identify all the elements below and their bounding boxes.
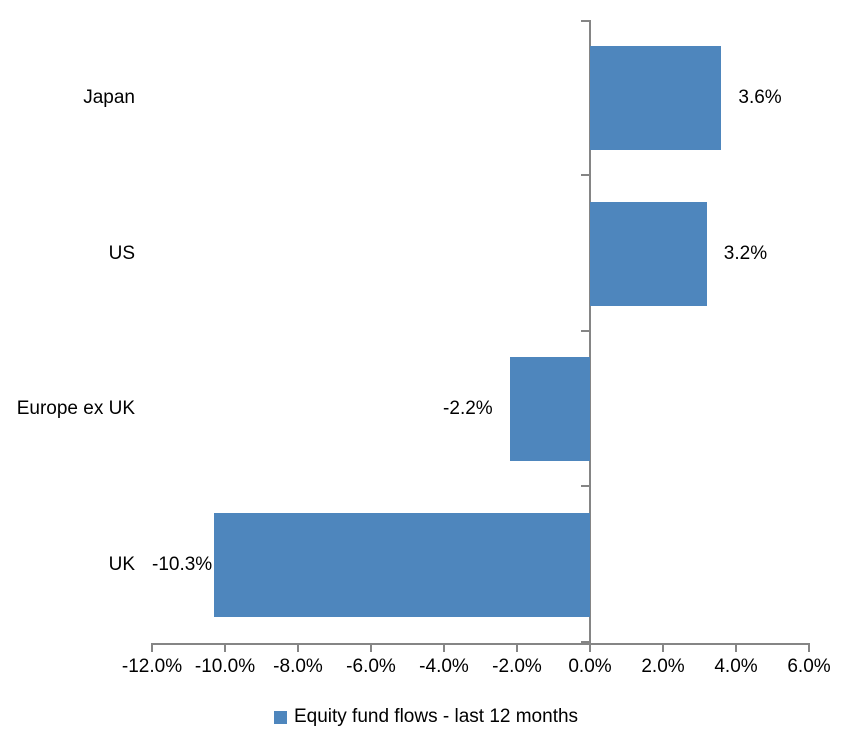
zero-axis-line <box>589 20 591 652</box>
plot-area: -12.0% -10.0% -8.0% -6.0% -4.0% -2.0% 0.0% 2.0%… <box>122 20 831 677</box>
category-label-japan: Japan <box>83 86 135 108</box>
x-tick-label: -12.0% <box>121 656 183 677</box>
legend: Equity fund flows - last 12 months <box>0 702 852 732</box>
x-tick-label: -2.0% <box>492 656 542 677</box>
x-axis-tick <box>735 643 737 652</box>
x-axis-tick <box>443 643 445 652</box>
bar-us <box>590 201 707 306</box>
category-label-us: US <box>108 242 135 264</box>
x-axis-line <box>151 643 810 645</box>
value-label-uk: -10.3% <box>152 554 213 576</box>
bar-japan <box>590 45 722 150</box>
x-tick-label: 4.0% <box>714 656 758 677</box>
bar-europe-ex-uk <box>509 357 590 462</box>
value-label-europe-ex-uk: -2.2% <box>443 398 493 420</box>
x-axis-tick <box>516 643 518 652</box>
bar-uk <box>214 513 590 618</box>
x-axis-tick <box>370 643 372 652</box>
x-axis-tick <box>662 643 664 652</box>
x-tick-label: -10.0% <box>194 656 256 677</box>
category-tick <box>581 20 589 22</box>
x-tick-label: 6.0% <box>787 656 831 677</box>
legend-marker-icon <box>273 710 287 724</box>
category-tick <box>581 329 589 332</box>
x-tick-label: 0.0% <box>568 656 612 677</box>
value-label-us: 3.2% <box>723 242 768 264</box>
category-label-europe-ex-uk: Europe ex UK <box>16 398 135 420</box>
value-label-japan: 3.6% <box>738 86 782 108</box>
x-axis-tick <box>297 643 299 652</box>
category-label-uk: UK <box>108 554 135 576</box>
category-tick <box>581 173 589 176</box>
x-axis-tick <box>151 643 153 652</box>
x-axis-tick <box>224 643 226 652</box>
x-tick-label: -6.0% <box>346 656 396 677</box>
category-tick <box>581 641 589 643</box>
x-axis-tick <box>589 643 591 652</box>
x-tick-label: 2.0% <box>641 656 685 677</box>
x-axis-tick <box>808 643 810 652</box>
category-tick <box>581 485 589 488</box>
x-tick-label: -8.0% <box>273 656 323 677</box>
x-tick-label: -4.0% <box>419 656 469 677</box>
legend-label: Equity fund flows - last 12 months <box>293 706 579 727</box>
